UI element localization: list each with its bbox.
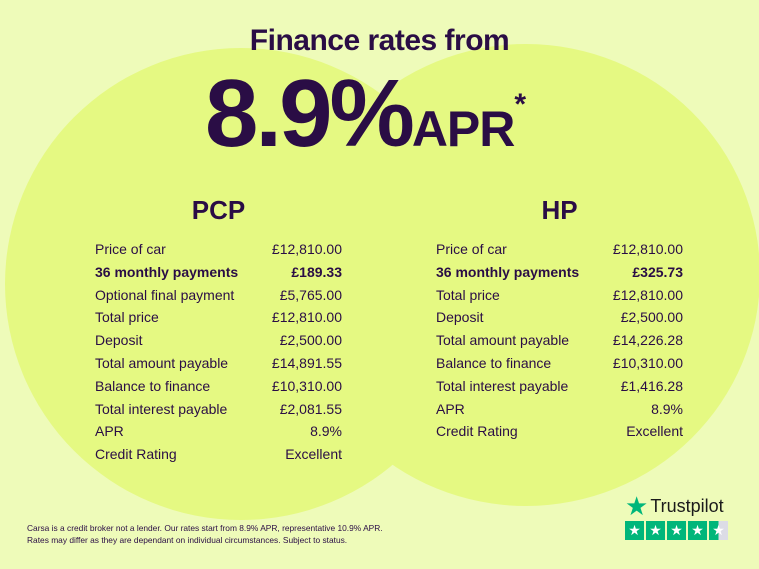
row-value: £14,226.28 bbox=[612, 332, 683, 349]
table-row: Credit Rating Excellent bbox=[95, 443, 342, 466]
row-label: Price of car bbox=[436, 241, 507, 257]
row-label: Total interest payable bbox=[436, 377, 569, 394]
row-value: £2,500.00 bbox=[620, 309, 683, 326]
asterisk: * bbox=[514, 88, 527, 121]
disclaimer: Carsa is a credit broker not a lender. O… bbox=[27, 522, 383, 546]
table-row: Total price £12,810.00 bbox=[436, 284, 683, 307]
row-label: Credit Rating bbox=[95, 446, 177, 463]
row-label: Total amount payable bbox=[436, 332, 570, 349]
table-row: Balance to finance £10,310.00 bbox=[95, 375, 342, 398]
table-row: Price of car £12,810.00 bbox=[95, 238, 342, 261]
row-value: £12,810.00 bbox=[271, 241, 342, 257]
row-label: Balance to finance bbox=[95, 377, 211, 394]
row-label: Balance to finance bbox=[436, 354, 552, 371]
row-label: Total price bbox=[436, 286, 500, 303]
star-icon: ★ bbox=[667, 521, 686, 540]
table-row: 36 monthly payments £189.33 bbox=[95, 261, 342, 284]
row-value: 8.9% bbox=[651, 400, 683, 417]
rate-value: 8.9% bbox=[205, 60, 415, 167]
trustpilot-badge[interactable]: ★ Trustpilot ★ ★ ★ ★ ★ bbox=[625, 491, 728, 540]
row-value: £10,310.00 bbox=[612, 354, 683, 371]
star-icon: ★ bbox=[625, 491, 649, 521]
hp-title: HP bbox=[541, 195, 578, 225]
table-row: Total amount payable £14,891.55 bbox=[95, 352, 342, 375]
row-value: £5,765.00 bbox=[279, 286, 342, 303]
row-label: Price of car bbox=[95, 241, 166, 257]
table-row: Price of car £12,810.00 bbox=[436, 238, 683, 261]
pcp-table: PCP Price of car £12,810.00 36 monthly pay… bbox=[95, 195, 342, 466]
row-value: 8.9% bbox=[310, 423, 342, 440]
table-row: Total interest payable £1,416.28 bbox=[436, 375, 683, 398]
row-label: Total price bbox=[95, 309, 159, 326]
row-value: £1,416.28 bbox=[620, 377, 683, 394]
row-value: £2,500.00 bbox=[279, 332, 342, 349]
trustpilot-logo: ★ Trustpilot bbox=[625, 491, 728, 521]
row-value: £2,081.55 bbox=[279, 400, 342, 417]
row-label: Total interest payable bbox=[95, 400, 228, 417]
table-row: APR 8.9% bbox=[436, 398, 683, 421]
row-label: Total amount payable bbox=[95, 354, 229, 371]
disclaimer-line-1: Carsa is a credit broker not a lender. O… bbox=[27, 523, 383, 533]
table-row: Total amount payable £14,226.28 bbox=[436, 329, 683, 352]
star-icon: ★ bbox=[709, 521, 728, 540]
row-label: Credit Rating bbox=[436, 423, 518, 440]
row-value: £14,891.55 bbox=[271, 354, 342, 371]
row-value: Excellent bbox=[626, 423, 683, 440]
row-value: £12,810.00 bbox=[612, 286, 683, 303]
table-row: APR 8.9% bbox=[95, 420, 342, 443]
hp-table: HP Price of car £12,810.00 36 monthly paym… bbox=[436, 195, 683, 443]
table-row: Total interest payable £2,081.55 bbox=[95, 398, 342, 421]
row-label: APR bbox=[95, 423, 124, 440]
table-row: Credit Rating Excellent bbox=[436, 420, 683, 443]
row-value: £12,810.00 bbox=[612, 241, 683, 257]
row-label: Deposit bbox=[95, 332, 143, 349]
headline: Finance rates from bbox=[249, 24, 510, 57]
trustpilot-name: Trustpilot bbox=[650, 495, 724, 516]
row-label: APR bbox=[436, 400, 465, 417]
row-value: Excellent bbox=[285, 446, 342, 463]
rating-stars: ★ ★ ★ ★ ★ bbox=[625, 521, 728, 540]
table-row: Deposit £2,500.00 bbox=[436, 306, 683, 329]
pcp-title: PCP bbox=[191, 195, 246, 225]
row-label: Optional final payment bbox=[95, 286, 235, 303]
table-row: Total price £12,810.00 bbox=[95, 306, 342, 329]
star-icon: ★ bbox=[688, 521, 707, 540]
row-value: £12,810.00 bbox=[271, 309, 342, 326]
row-value: £325.73 bbox=[632, 263, 683, 280]
star-icon: ★ bbox=[646, 521, 665, 540]
row-value: £189.33 bbox=[291, 263, 342, 280]
star-icon: ★ bbox=[625, 521, 644, 540]
row-label: Deposit bbox=[436, 309, 484, 326]
table-row: Balance to finance £10,310.00 bbox=[436, 352, 683, 375]
table-row: Optional final payment £5,765.00 bbox=[95, 284, 342, 307]
table-row: Deposit £2,500.00 bbox=[95, 329, 342, 352]
row-label: 36 monthly payments bbox=[95, 263, 239, 280]
table-row: 36 monthly payments £325.73 bbox=[436, 261, 683, 284]
rate-suffix: APR bbox=[411, 101, 516, 157]
rate-display: 8.9%APR* bbox=[205, 64, 526, 164]
disclaimer-line-2: Rates may differ as they are dependant o… bbox=[27, 535, 348, 545]
row-value: £10,310.00 bbox=[271, 377, 342, 394]
row-label: 36 monthly payments bbox=[436, 263, 580, 280]
background-circle-right bbox=[292, 44, 759, 506]
